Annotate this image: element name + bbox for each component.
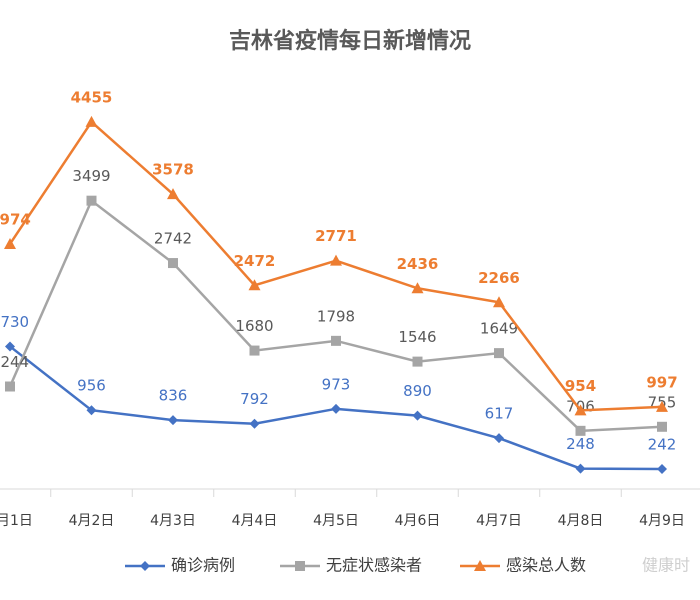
data-label: 1649 <box>480 320 518 338</box>
point <box>575 463 586 474</box>
point <box>331 403 341 414</box>
data-label: 956 <box>77 377 106 395</box>
data-label: 242 <box>648 436 677 454</box>
x-tick-label: 4月9日 <box>639 513 685 529</box>
point <box>412 356 423 367</box>
data-label: 2974 <box>0 210 31 228</box>
point <box>493 296 505 308</box>
data-label: 973 <box>322 375 351 393</box>
data-label: 836 <box>159 387 188 405</box>
data-label: 954 <box>565 377 596 395</box>
point <box>167 188 179 200</box>
data-label: 1680 <box>235 317 273 335</box>
x-tick-label: 4月7日 <box>476 513 522 529</box>
data-label: 2472 <box>234 252 276 270</box>
legend-label: 无症状感染者 <box>326 556 422 575</box>
point <box>248 279 261 291</box>
data-label: 2742 <box>154 230 192 248</box>
point <box>85 115 98 127</box>
point <box>330 254 342 266</box>
x-tick-label: 4月3日 <box>150 513 196 529</box>
x-tick-label: 4月8日 <box>558 513 604 529</box>
data-label: 617 <box>485 405 514 423</box>
legend-label: 确诊病例 <box>171 556 235 575</box>
chart-title: 吉林省疫情每日新增情况 <box>229 28 471 54</box>
data-label: 1546 <box>398 328 436 346</box>
point <box>168 258 178 269</box>
point <box>411 282 424 294</box>
point <box>656 400 668 412</box>
point <box>575 425 586 436</box>
data-label: 3499 <box>72 167 110 185</box>
x-tick-label: 4月1日 <box>0 513 33 529</box>
point <box>494 433 504 444</box>
point <box>412 410 423 421</box>
watermark: 健康时 <box>642 556 690 575</box>
data-label: 1244 <box>0 353 29 371</box>
legend-marker <box>140 561 150 571</box>
data-label: 2436 <box>397 255 439 273</box>
point <box>331 335 341 346</box>
point <box>5 381 15 392</box>
point <box>86 195 97 206</box>
point <box>86 405 97 416</box>
legend-marker <box>295 561 305 571</box>
point <box>657 464 667 475</box>
data-label: 1730 <box>0 313 29 331</box>
data-label: 248 <box>566 435 595 453</box>
x-tick-label: 4月2日 <box>69 513 115 529</box>
data-label: 4455 <box>71 88 113 106</box>
point <box>494 348 504 359</box>
point <box>249 345 260 356</box>
legend-label: 感染总人数 <box>506 556 586 575</box>
legend-marker <box>474 560 486 571</box>
data-label: 997 <box>646 373 677 391</box>
point <box>4 237 16 249</box>
point <box>249 418 260 429</box>
point <box>574 404 587 416</box>
data-label: 792 <box>240 390 269 408</box>
data-label: 2771 <box>315 227 357 245</box>
x-tick-label: 4月6日 <box>395 513 441 529</box>
data-label: 3578 <box>152 161 194 179</box>
data-label: 1798 <box>317 307 355 325</box>
x-tick-label: 4月5日 <box>313 513 359 529</box>
data-label: 890 <box>403 382 432 400</box>
x-tick-label: 4月4日 <box>232 513 278 529</box>
point <box>657 421 667 432</box>
data-label: 2266 <box>478 269 520 287</box>
point <box>5 341 15 352</box>
point <box>168 415 178 426</box>
